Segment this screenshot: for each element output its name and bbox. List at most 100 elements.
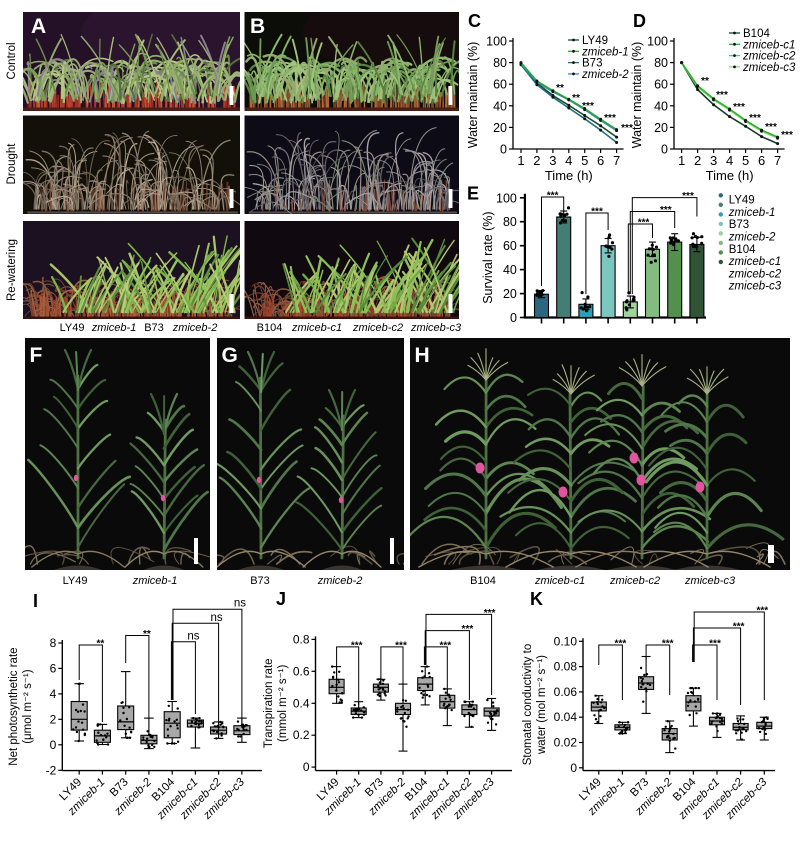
svg-text:Time (h): Time (h) xyxy=(706,168,754,183)
svg-text:LY49: LY49 xyxy=(63,575,88,587)
svg-text:80: 80 xyxy=(654,56,668,70)
svg-text:LY49: LY49 xyxy=(582,35,608,47)
svg-text:G: G xyxy=(222,344,238,367)
svg-text:-2: -2 xyxy=(46,763,57,777)
svg-text:zmiceb-c2: zmiceb-c2 xyxy=(352,322,403,334)
svg-text:***: *** xyxy=(547,191,559,202)
svg-text:0.6: 0.6 xyxy=(293,664,310,678)
svg-text:B73: B73 xyxy=(144,322,164,334)
svg-text:0.04: 0.04 xyxy=(554,710,578,724)
svg-text:80: 80 xyxy=(503,215,517,229)
svg-text:**: ** xyxy=(556,83,564,94)
svg-text:LY49: LY49 xyxy=(729,195,755,207)
svg-text:0.8: 0.8 xyxy=(293,632,310,646)
svg-text:ns: ns xyxy=(234,598,246,610)
svg-text:7: 7 xyxy=(613,153,620,168)
svg-text:zmiceb-2: zmiceb-2 xyxy=(728,232,776,244)
svg-text:0.02: 0.02 xyxy=(554,736,578,750)
svg-text:E: E xyxy=(467,184,479,204)
svg-text:***: *** xyxy=(484,608,496,619)
svg-text:0: 0 xyxy=(303,760,310,774)
svg-text:**: ** xyxy=(572,93,580,104)
svg-text:zmiceb-2: zmiceb-2 xyxy=(581,69,629,81)
svg-text:Survival rate (%): Survival rate (%) xyxy=(481,211,495,303)
svg-text:20: 20 xyxy=(493,121,507,135)
svg-text:0: 0 xyxy=(50,738,57,752)
svg-text:80: 80 xyxy=(493,56,507,70)
svg-text:zmiceb-c3: zmiceb-c3 xyxy=(742,62,796,74)
svg-text:zmiceb-c3: zmiceb-c3 xyxy=(684,575,736,587)
svg-text:1: 1 xyxy=(517,153,524,168)
svg-text:***: *** xyxy=(462,624,474,635)
svg-text:***: *** xyxy=(615,639,627,650)
svg-text:F: F xyxy=(30,344,43,367)
svg-text:Transpiration rate: Transpiration rate xyxy=(263,658,275,748)
svg-text:zmiceb-c2: zmiceb-c2 xyxy=(728,268,782,280)
svg-text:***: *** xyxy=(395,640,407,651)
svg-text:zmiceb-c3: zmiceb-c3 xyxy=(410,322,462,334)
svg-text:zmiceb-1: zmiceb-1 xyxy=(132,575,178,587)
svg-text:B104: B104 xyxy=(470,575,496,587)
svg-text:60: 60 xyxy=(654,78,668,92)
svg-text:0.06: 0.06 xyxy=(554,685,578,699)
svg-text:6: 6 xyxy=(50,661,57,675)
svg-text:Net photosynthetic rate: Net photosynthetic rate xyxy=(8,647,20,765)
svg-text:ns: ns xyxy=(211,612,223,624)
svg-text:6: 6 xyxy=(597,153,604,168)
svg-text:100: 100 xyxy=(486,35,507,49)
svg-text:3: 3 xyxy=(710,153,717,168)
svg-text:B104: B104 xyxy=(257,322,283,334)
svg-text:***: *** xyxy=(660,205,672,216)
svg-text:***: *** xyxy=(682,191,694,202)
svg-text:zmiceb-1: zmiceb-1 xyxy=(581,46,629,58)
svg-text:B104: B104 xyxy=(729,244,756,256)
svg-text:***: *** xyxy=(582,101,594,112)
svg-text:**: ** xyxy=(143,629,151,640)
svg-text:H: H xyxy=(415,344,430,367)
svg-text:0: 0 xyxy=(510,311,517,325)
svg-text:***: *** xyxy=(621,123,633,134)
svg-text:0: 0 xyxy=(500,143,507,157)
svg-text:Water maintain (%): Water maintain (%) xyxy=(630,42,644,149)
svg-text:***: *** xyxy=(756,606,768,617)
svg-text:40: 40 xyxy=(503,263,517,277)
svg-text:(μmol m⁻² s⁻¹): (μmol m⁻² s⁻¹) xyxy=(22,669,34,744)
svg-text:2: 2 xyxy=(50,712,57,726)
svg-text:***: *** xyxy=(749,113,761,124)
svg-text:4: 4 xyxy=(726,153,733,168)
svg-text:7: 7 xyxy=(774,153,781,168)
svg-text:0: 0 xyxy=(661,143,668,157)
svg-text:**: ** xyxy=(701,76,709,87)
svg-text:***: *** xyxy=(781,130,793,141)
svg-text:6: 6 xyxy=(758,153,765,168)
svg-text:zmiceb-c2: zmiceb-c2 xyxy=(609,575,660,587)
svg-text:***: *** xyxy=(662,639,674,650)
svg-text:(mmol m⁻² s⁻¹): (mmol m⁻² s⁻¹) xyxy=(277,664,289,741)
svg-text:zmiceb-c2: zmiceb-c2 xyxy=(742,51,796,63)
svg-text:0.4: 0.4 xyxy=(293,696,310,710)
svg-text:K: K xyxy=(530,589,543,609)
svg-text:Water maintain (%): Water maintain (%) xyxy=(466,42,480,149)
svg-text:***: *** xyxy=(733,102,745,113)
svg-text:zmiceb-c3: zmiceb-c3 xyxy=(728,281,782,293)
svg-text:B104: B104 xyxy=(743,28,770,40)
svg-text:8: 8 xyxy=(50,636,57,650)
svg-text:zmiceb-2: zmiceb-2 xyxy=(317,575,363,587)
svg-text:water (mol m⁻² s⁻¹): water (mol m⁻² s⁻¹) xyxy=(536,655,548,755)
svg-text:B73: B73 xyxy=(582,58,602,70)
svg-text:***: *** xyxy=(716,90,728,101)
svg-text:LY49: LY49 xyxy=(60,322,85,334)
svg-text:40: 40 xyxy=(654,99,668,113)
svg-text:zmiceb-c1: zmiceb-c1 xyxy=(291,322,342,334)
svg-text:zmiceb-1: zmiceb-1 xyxy=(91,322,137,334)
svg-text:***: *** xyxy=(604,113,616,124)
svg-text:ns: ns xyxy=(187,630,199,642)
svg-text:**: ** xyxy=(97,639,105,650)
svg-text:***: *** xyxy=(591,207,603,218)
svg-text:***: *** xyxy=(709,639,721,650)
svg-text:100: 100 xyxy=(496,191,517,205)
svg-text:Drought: Drought xyxy=(6,143,18,185)
svg-text:2: 2 xyxy=(694,153,701,168)
svg-text:60: 60 xyxy=(493,78,507,92)
svg-text:2: 2 xyxy=(533,153,540,168)
